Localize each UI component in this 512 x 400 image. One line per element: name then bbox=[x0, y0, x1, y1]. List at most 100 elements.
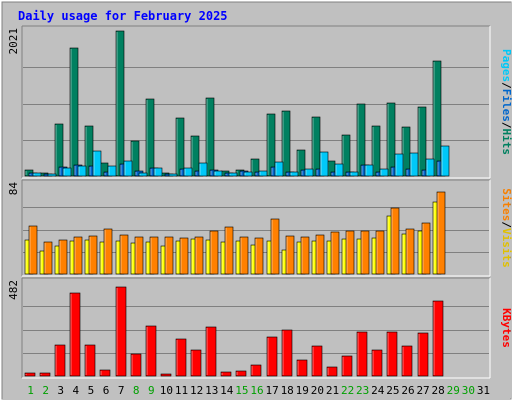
bar-fill bbox=[84, 344, 96, 377]
bar-fill bbox=[250, 364, 262, 377]
bar-fill bbox=[205, 326, 217, 377]
bar-kbytes-day-18 bbox=[281, 329, 293, 377]
bar-pages-day-25 bbox=[394, 153, 404, 177]
bar-fill bbox=[375, 230, 385, 275]
bar-kbytes-day-23 bbox=[356, 331, 368, 377]
bar-fill bbox=[371, 349, 383, 377]
bar-pages-day-21 bbox=[334, 163, 344, 177]
x-tick-label-day-13: 13 bbox=[205, 384, 218, 397]
axis-legend-files: Files bbox=[500, 89, 512, 122]
bar-fill bbox=[28, 225, 38, 275]
bar-fill bbox=[145, 325, 157, 377]
x-tick-label-day-30: 30 bbox=[462, 384, 475, 397]
bar-sites-day-4 bbox=[73, 236, 83, 275]
bar-kbytes-day-7 bbox=[115, 286, 127, 377]
bar-fill bbox=[134, 236, 144, 275]
bar-fill bbox=[364, 164, 374, 177]
bar-sites-day-28 bbox=[436, 191, 446, 275]
bar-kbytes-day-5 bbox=[84, 344, 96, 377]
bar-pages-day-22 bbox=[349, 171, 359, 177]
bar-fill bbox=[289, 171, 299, 177]
bar-pages-day-27 bbox=[425, 158, 435, 177]
bar-kbytes-day-1 bbox=[24, 372, 36, 377]
bar-sites-day-20 bbox=[315, 234, 325, 275]
bar-sites-day-16 bbox=[254, 237, 264, 275]
x-tick-label-day-15: 15 bbox=[235, 384, 248, 397]
axis-legend-separator: / bbox=[500, 122, 512, 129]
bar-kbytes-day-28 bbox=[432, 300, 444, 377]
bar-fill bbox=[334, 163, 344, 177]
bar-sites-day-18 bbox=[285, 235, 295, 275]
bar-sites-day-11 bbox=[179, 237, 189, 275]
bar-sites-day-27 bbox=[421, 222, 431, 275]
bar-fill bbox=[99, 369, 111, 377]
bar-hits-day-9 bbox=[145, 98, 155, 177]
bar-fill bbox=[115, 286, 127, 377]
x-tick-label-day-24: 24 bbox=[371, 384, 385, 397]
bar-fill bbox=[417, 332, 429, 377]
x-tick-label-day-9: 9 bbox=[148, 384, 155, 397]
x-tick-label-day-1: 1 bbox=[27, 384, 34, 397]
x-tick-label-day-19: 19 bbox=[296, 384, 309, 397]
bar-fill bbox=[258, 170, 268, 177]
bar-kbytes-day-10 bbox=[160, 373, 172, 377]
bar-fill bbox=[58, 239, 68, 275]
bar-sites-day-14 bbox=[224, 226, 234, 275]
panel-sites-max-label: 84 bbox=[7, 182, 20, 196]
bar-sites-day-26 bbox=[405, 228, 415, 275]
bar-kbytes-day-22 bbox=[341, 355, 353, 377]
bar-pages-day-17 bbox=[274, 161, 284, 177]
bar-fill bbox=[330, 231, 340, 275]
x-tick-label-day-16: 16 bbox=[250, 384, 263, 397]
bar-sites-day-10 bbox=[164, 236, 174, 275]
series-kbytes bbox=[24, 286, 444, 377]
bar-kbytes-day-24 bbox=[371, 349, 383, 377]
bar-sites-day-13 bbox=[209, 230, 219, 275]
bar-fill bbox=[421, 222, 431, 275]
x-tick-label-day-31: 31 bbox=[477, 384, 490, 397]
bar-fill bbox=[43, 241, 53, 275]
bar-sites-day-15 bbox=[239, 236, 249, 275]
bar-sites-day-5 bbox=[88, 235, 98, 275]
bar-fill bbox=[326, 366, 338, 377]
chart-title: Daily usage for February 2025 bbox=[18, 9, 228, 23]
bar-hits-day-27 bbox=[417, 106, 427, 177]
bar-fill bbox=[345, 230, 355, 275]
bar-fill bbox=[405, 228, 415, 275]
bar-fill bbox=[254, 237, 264, 275]
bar-fill bbox=[39, 372, 51, 377]
bar-fill bbox=[356, 331, 368, 377]
bar-hits-day-4 bbox=[69, 47, 79, 177]
x-tick-label-day-27: 27 bbox=[416, 384, 429, 397]
bar-pages-day-11 bbox=[183, 167, 193, 177]
bar-fill bbox=[103, 228, 113, 275]
bar-sites-day-21 bbox=[330, 231, 340, 275]
bar-kbytes-day-25 bbox=[386, 331, 398, 377]
bar-hits-day-11 bbox=[175, 117, 185, 177]
axis-legend-pages: Pages bbox=[500, 49, 512, 82]
x-tick-label-day-17: 17 bbox=[265, 384, 278, 397]
bar-kbytes-day-15 bbox=[235, 370, 247, 377]
x-tick-label-day-12: 12 bbox=[190, 384, 203, 397]
bar-kbytes-day-17 bbox=[266, 336, 278, 377]
bar-fill bbox=[213, 170, 223, 177]
bar-pages-day-10 bbox=[168, 173, 178, 177]
bar-sites-day-24 bbox=[375, 230, 385, 275]
bar-fill bbox=[270, 218, 280, 275]
bar-pages-day-24 bbox=[379, 168, 389, 177]
bar-fill bbox=[179, 237, 189, 275]
x-tick-label-day-5: 5 bbox=[88, 384, 95, 397]
bar-pages-day-7 bbox=[123, 160, 133, 177]
panel-hits-axis-legend: Pages/Files/Hits bbox=[500, 49, 512, 155]
x-tick-label-day-21: 21 bbox=[326, 384, 339, 397]
bar-kbytes-day-26 bbox=[401, 345, 413, 377]
bar-fill bbox=[379, 168, 389, 177]
bar-fill bbox=[47, 173, 57, 177]
bar-sites-day-9 bbox=[149, 236, 159, 275]
x-tick-label-day-4: 4 bbox=[73, 384, 80, 397]
bar-hits-day-20 bbox=[311, 116, 321, 177]
bar-fill bbox=[360, 230, 370, 275]
bar-fill bbox=[220, 371, 232, 377]
bar-fill bbox=[130, 353, 142, 377]
